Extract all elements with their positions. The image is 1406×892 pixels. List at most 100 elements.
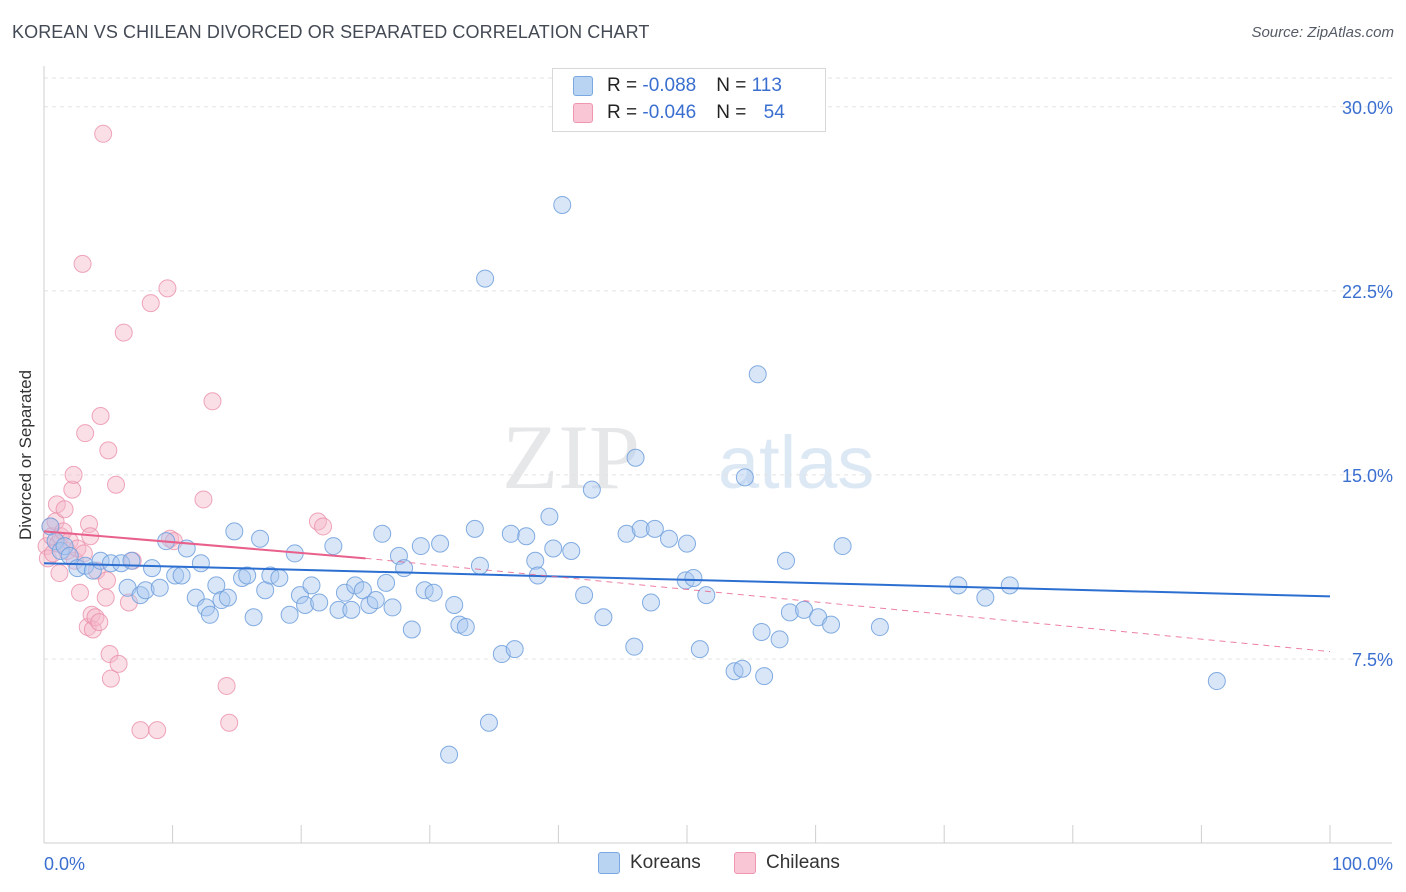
series-legend-chileans[interactable]: Chileans [734, 852, 840, 874]
korean-point [690, 640, 709, 659]
chilean-point [203, 392, 222, 411]
korean-point [218, 588, 237, 607]
korean-point [383, 598, 402, 617]
watermark-atlas: atlas [718, 421, 874, 504]
y-tick-label: 22.5% [1342, 282, 1393, 302]
korean-point [645, 519, 664, 538]
chilean-trend-line [43, 530, 366, 560]
korean-point [476, 269, 495, 288]
korean-point [949, 576, 968, 595]
korean-point [112, 554, 131, 573]
legend-n-value-chileans: 54 [763, 102, 785, 123]
korean-point [225, 522, 244, 541]
korean-point [505, 640, 524, 659]
korean-point [342, 600, 361, 619]
x-tick-label: 100.0% [1332, 854, 1393, 874]
chilean-point [148, 721, 167, 740]
korean-point [625, 637, 644, 656]
korean-point [402, 620, 421, 639]
koreans-legend-label: Koreans [630, 852, 701, 873]
chilean-point [99, 441, 118, 460]
korean-point [770, 630, 789, 649]
korean-point [431, 534, 450, 553]
korean-point [122, 551, 141, 570]
korean-point [302, 576, 321, 595]
korean-point [191, 554, 210, 573]
legend-r-value-chileans: -0.046 [642, 102, 697, 123]
korean-point [833, 537, 852, 556]
korean-point [411, 537, 430, 556]
korean-point [335, 583, 354, 602]
chilean-point [73, 254, 92, 273]
korean-point [470, 556, 489, 575]
korean-point [748, 365, 767, 384]
korean-point [780, 603, 799, 622]
chileans-legend-swatch [734, 852, 756, 874]
korean-point [150, 578, 169, 597]
y-tick-label: 15.0% [1342, 466, 1393, 486]
legend-row-chileans: R = -0.046 N = 54 [573, 102, 785, 128]
korean-point [251, 529, 270, 548]
korean-point [244, 608, 263, 627]
korean-point [617, 524, 636, 543]
korean-point [870, 618, 889, 637]
korean-point [562, 541, 581, 560]
korean-point [1207, 672, 1226, 691]
korean-point [733, 659, 752, 678]
y-tick-label: 7.5% [1352, 650, 1393, 670]
korean-point [270, 568, 289, 587]
korean-point [678, 534, 696, 553]
korean-point [544, 539, 563, 558]
chilean-point [96, 588, 115, 607]
chileans-legend-label: Chileans [766, 852, 840, 873]
chilean-point [94, 124, 113, 143]
chilean-point [107, 475, 126, 494]
legend-row-koreans: R = -0.088 N = 113 [573, 75, 782, 101]
korean-point [424, 583, 443, 602]
korean-point [324, 537, 343, 556]
chilean-point [131, 721, 150, 740]
korean-point [631, 519, 650, 538]
korean-point [553, 195, 572, 214]
korean-point [697, 586, 716, 605]
chilean-point [76, 424, 95, 443]
chilean-point [119, 593, 138, 612]
chilean-point [64, 465, 83, 484]
korean-point [755, 667, 774, 686]
chilean-point [114, 323, 133, 342]
korean-point [83, 561, 102, 580]
korean-point [238, 566, 257, 585]
legend-n-label: N = [716, 75, 752, 96]
korean-point [172, 566, 191, 585]
series-legend-koreans[interactable]: Koreans [598, 852, 701, 874]
koreans-legend-swatch [598, 852, 620, 874]
chilean-point [194, 490, 213, 509]
chileans-points [37, 124, 333, 740]
korean-point [366, 591, 385, 610]
korean-point [296, 595, 315, 614]
chilean-point [141, 294, 160, 313]
chilean-trend-extrapolated [365, 557, 1331, 653]
korean-point [517, 527, 536, 546]
korean-point [582, 480, 601, 499]
korean-point [101, 554, 120, 573]
chilean-point [91, 407, 110, 426]
chilean-point [158, 279, 177, 298]
korean-point [479, 713, 498, 732]
korean-point [233, 568, 252, 587]
korean-point [290, 586, 309, 605]
x-tick-label: 0.0% [44, 854, 85, 874]
chilean-point [71, 583, 90, 602]
korean-point [329, 600, 348, 619]
korean-point [976, 588, 995, 607]
watermark: ZIP atlas [502, 406, 874, 508]
chilean-point [314, 517, 333, 536]
korean-point [280, 605, 299, 624]
legend-r-label: R = [607, 102, 643, 123]
korean-point [822, 615, 841, 634]
chart-title: KOREAN VS CHILEAN DIVORCED OR SEPARATED … [12, 22, 650, 42]
legend-r-label: R = [607, 75, 643, 96]
korean-point [641, 593, 660, 612]
chileans-swatch [573, 103, 593, 123]
korean-point [526, 551, 545, 570]
